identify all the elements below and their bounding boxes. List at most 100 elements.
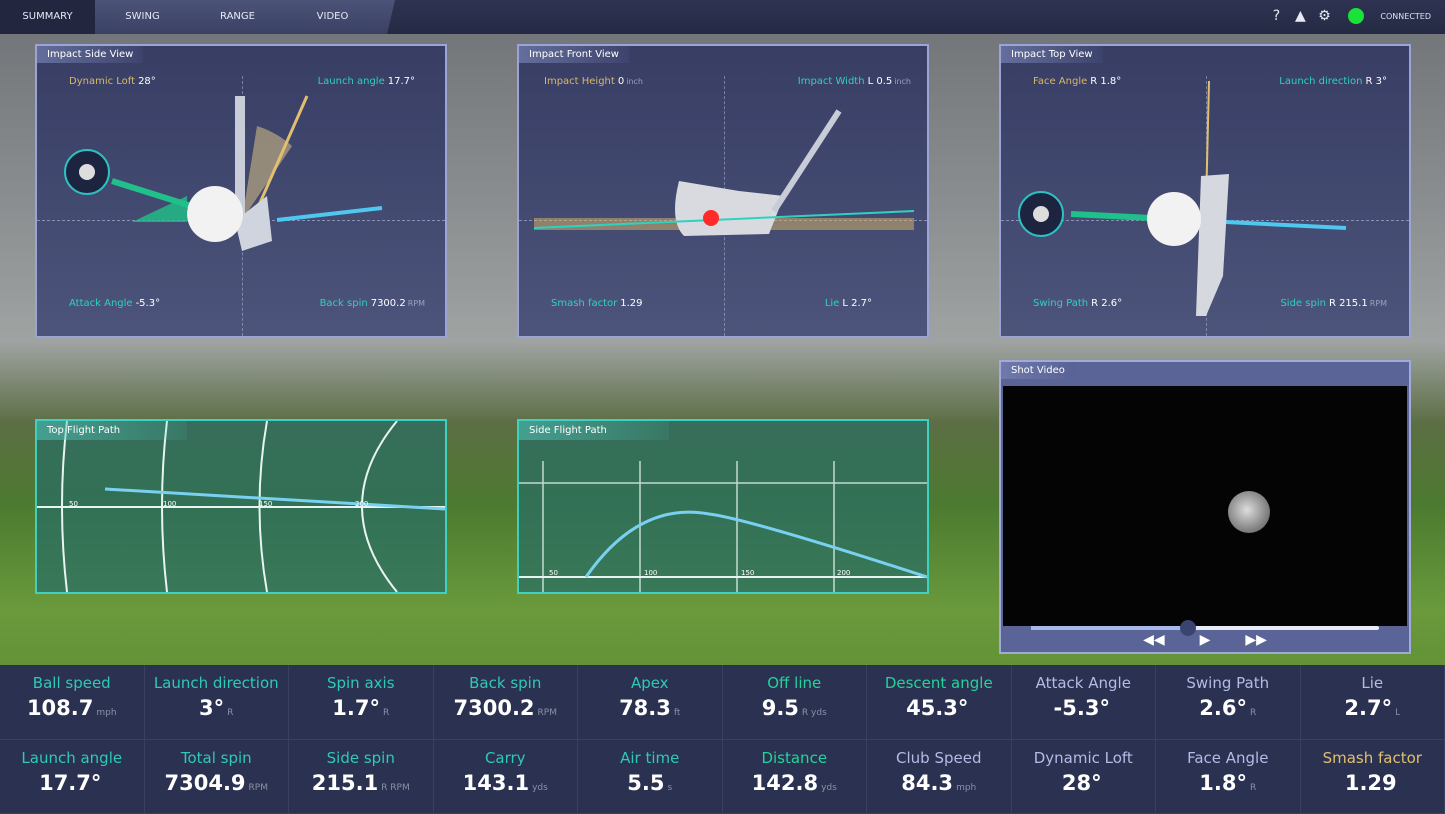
stat-unit: mph [96, 708, 117, 718]
stat-value: 108.7 [26, 696, 94, 720]
tick-label: 50 [549, 569, 558, 577]
shot-video-panel: Shot Video ◀◀ ▶ ▶▶ [999, 360, 1411, 654]
top-flight-chart [37, 421, 445, 592]
help-icon[interactable]: ? [1272, 8, 1281, 24]
rewind-button[interactable]: ◀◀ [1143, 632, 1165, 648]
stat-value: 143.1 [462, 770, 530, 795]
stat-lie: Lie 2.7° L [1300, 665, 1445, 740]
stat-value: 1.8° [1199, 770, 1247, 795]
stat-value: 7304.9 [164, 770, 246, 795]
lie-readout: Lie L 2.7° [824, 298, 872, 309]
top-flight-path-panel: Top Flight Path 50 100 150 200 [35, 419, 447, 594]
stat-unit: RPM [537, 708, 557, 718]
stat-value: -5.3° [1053, 696, 1110, 720]
stat-apex: Apex 78.3 ft [578, 665, 723, 740]
stat-attack-angle: Attack Angle -5.3° [1011, 665, 1156, 740]
tick-label: 150 [259, 500, 273, 508]
launch-angle-readout: Launch angle 17.7° [317, 76, 415, 87]
side-spin-readout: Side spin R 215.1 RPM [1280, 298, 1387, 309]
top-impact-graphic [1018, 80, 1347, 316]
impact-front-view-panel: Impact Front View Impact Height 0 inch Imp… [517, 44, 929, 338]
stat-value: 215.1 [311, 770, 379, 795]
stat-value: 84.3 [901, 770, 954, 795]
stat-distance: Distance 142.8 yds [722, 739, 867, 814]
tab-video[interactable]: VIDEO [316, 11, 349, 22]
smash-factor-readout: Smash factor 1.29 [551, 298, 643, 309]
panel-title: Impact Front View [519, 46, 629, 63]
stat-unit: yds [821, 782, 837, 793]
stat-label: Apex [630, 674, 669, 692]
stat-label: Attack Angle [1035, 674, 1131, 692]
stat-smash-factor: Smash factor 1.29 [1300, 739, 1445, 814]
stat-unit: ft [673, 708, 681, 718]
stat-label: Total spin [180, 748, 252, 767]
stat-launch-angle: Launch angle 17.7° [0, 739, 145, 814]
connection-label: CONNECTED [1380, 11, 1431, 21]
tab-swing[interactable]: SWING [125, 11, 160, 22]
impact-top-view-panel: Impact Top View Face Angle R 1.8° Launch … [999, 44, 1411, 338]
status-area: ? ▲ ⚙ CONNECTED [1268, 8, 1431, 24]
stat-carry: Carry 143.1 yds [433, 739, 578, 814]
warning-icon[interactable]: ▲ [1295, 8, 1306, 24]
stat-value: 9.5 [761, 696, 799, 720]
dynamic-loft-readout: Dynamic Loft 28° [69, 76, 156, 87]
side-impact-graphic [64, 95, 383, 251]
stat-value: 7300.2 [453, 696, 535, 720]
stat-unit: mph [956, 782, 977, 793]
connection-indicator [1348, 8, 1365, 24]
stat-label: Lie [1361, 674, 1384, 692]
gear-icon[interactable]: ⚙ [1318, 8, 1331, 24]
tick-label: 200 [837, 569, 851, 577]
scrubber-handle[interactable] [1179, 620, 1196, 636]
impact-width-readout: Impact Width L 0.5 inch [797, 76, 911, 87]
stat-air-time: Air time 5.5 s [578, 739, 723, 814]
stat-value: 1.7° [332, 696, 380, 720]
back-spin-readout: Back spin 7300.2 RPM [319, 298, 425, 309]
stat-label: Descent angle [884, 674, 993, 692]
play-button[interactable]: ▶ [1199, 632, 1211, 648]
stat-label: Spin axis [326, 674, 395, 692]
stat-unit: R [1249, 782, 1257, 793]
stat-value: 3° [199, 696, 225, 720]
impact-side-view-panel: Impact Side View Dynamic Loft 28° Launch … [35, 44, 447, 338]
tick-label: 150 [741, 569, 755, 577]
video-screen[interactable] [1003, 386, 1407, 626]
stat-label: Back spin [469, 674, 542, 692]
stat-label: Launch angle [21, 748, 123, 767]
stat-descent-angle: Descent angle 45.3° [867, 665, 1012, 740]
stat-value: 78.3 [619, 696, 671, 720]
front-impact-graphic [533, 109, 915, 236]
panel-title: Shot Video [1001, 362, 1075, 379]
stat-value: 142.8 [751, 770, 819, 795]
tick-label: 100 [644, 569, 658, 577]
fast-forward-button[interactable]: ▶▶ [1245, 632, 1267, 648]
tick-label: 50 [69, 500, 78, 508]
stat-spin-axis: Spin axis 1.7° R [289, 665, 434, 740]
stat-side-spin: Side spin 215.1 R RPM [289, 739, 434, 814]
tab-summary[interactable]: SUMMARY [0, 0, 95, 34]
flight-path-line [104, 487, 445, 511]
attack-angle-readout: Attack Angle -5.3° [69, 298, 161, 309]
stat-value: 17.7° [39, 770, 102, 795]
stat-unit: yds [532, 782, 548, 793]
stat-label: Air time [620, 748, 680, 767]
stat-total-spin: Total spin 7304.9 RPM [144, 739, 289, 814]
stat-unit: s [667, 782, 673, 793]
stat-label: Launch direction [153, 674, 279, 692]
stat-unit: R [382, 708, 390, 718]
stat-label: Ball speed [32, 674, 111, 692]
swing-path-readout: Swing Path R 2.6° [1033, 298, 1123, 309]
stat-back-spin: Back spin 7300.2 RPM [433, 665, 578, 740]
stat-label: Distance [761, 748, 828, 767]
tab-range[interactable]: RANGE [220, 11, 255, 22]
stat-launch-direction: Launch direction 3° R [144, 665, 289, 740]
stat-label: Face Angle [1187, 748, 1269, 767]
stat-value: 1.29 [1344, 770, 1397, 795]
stat-off-line: Off line 9.5 R yds [722, 665, 867, 740]
stat-swing-path: Swing Path 2.6° R [1156, 665, 1301, 740]
stat-label: Swing Path [1186, 674, 1270, 692]
stat-dynamic-loft: Dynamic Loft 28° [1011, 739, 1156, 814]
stat-unit: R [1249, 708, 1257, 718]
tick-label: 200 [355, 500, 369, 508]
video-scrubber[interactable] [1031, 620, 1379, 636]
